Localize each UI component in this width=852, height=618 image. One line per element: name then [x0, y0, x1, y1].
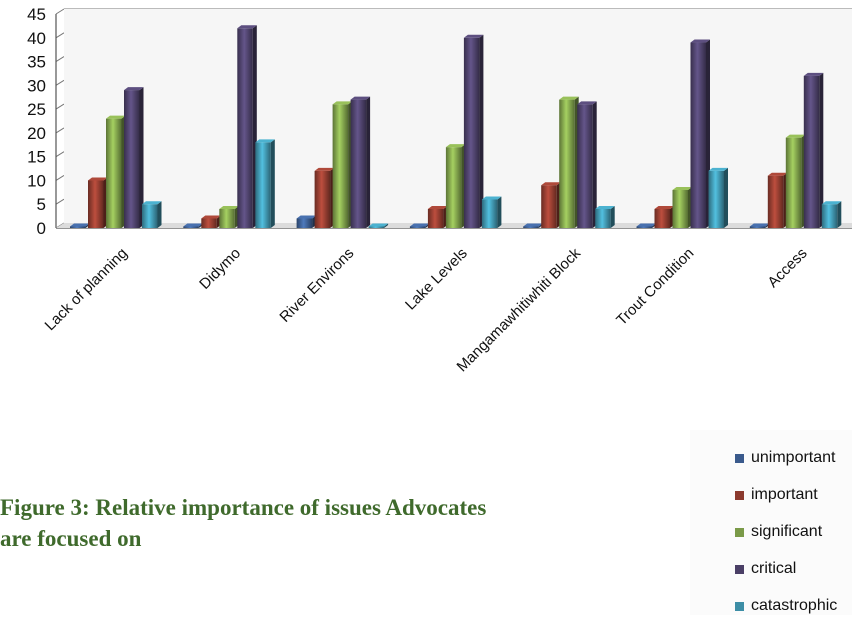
- bar-critical-1: [124, 87, 144, 228]
- y-tick-label: 40: [27, 29, 46, 48]
- bar-important-7: [767, 172, 788, 228]
- gridline: [55, 198, 65, 205]
- x-tick-label: Didymo: [196, 245, 244, 293]
- x-tick-label: Lack of planning: [42, 245, 131, 334]
- bar-catastrophic-2: [255, 139, 275, 228]
- legend-item-significant: significant: [735, 522, 822, 542]
- gridline: [55, 56, 65, 62]
- bar-important-6: [654, 205, 674, 228]
- y-axis-ticks: 0 5 10 15 20 25 30 35 40 45: [27, 5, 46, 238]
- bar-significant-1: [106, 115, 126, 228]
- y-tick-label: 25: [27, 100, 46, 119]
- y-tick-label: 5: [37, 195, 46, 214]
- legend-label: important: [751, 486, 818, 503]
- bar-significant-5: [559, 96, 579, 228]
- x-tick-label: River Environs: [276, 245, 357, 326]
- legend-item-critical: critical: [735, 559, 796, 579]
- caption-line-1: Figure 3: Relative importance of issues …: [0, 495, 487, 520]
- bar-catastrophic-6: [708, 167, 728, 228]
- gridline: [55, 175, 65, 181]
- bar-significant-4: [445, 144, 466, 228]
- bar-important-3: [314, 167, 335, 228]
- legend-item-catastrophic: catastrophic: [735, 596, 837, 616]
- bar-catastrophic-3: [368, 223, 389, 228]
- legend-label: significant: [751, 523, 823, 540]
- bar-catastrophic-5: [595, 205, 615, 228]
- legend-item-unimportant: unimportant: [735, 448, 836, 468]
- x-tick-label: Access: [764, 245, 810, 291]
- bar-critical-7: [803, 72, 824, 228]
- legend-item-important: important: [735, 485, 818, 505]
- bar-important-5: [541, 182, 561, 228]
- y-tick-label: 30: [27, 76, 46, 95]
- bar-critical-4: [463, 34, 484, 229]
- gridline: [55, 79, 65, 86]
- caption-line-2: are focused on: [0, 526, 142, 551]
- bar-critical-3: [350, 96, 371, 228]
- bar-important-1: [88, 177, 108, 228]
- figure-caption: Figure 3: Relative importance of issues …: [0, 492, 640, 554]
- legend-swatch: [735, 564, 744, 574]
- bar-critical-6: [690, 39, 710, 229]
- legend-label: catastrophic: [751, 597, 838, 614]
- bar-critical-5: [577, 101, 597, 228]
- x-tick-label: Trout Condition: [613, 245, 697, 329]
- x-axis-labels: Lack of planning Didymo River Environs Lake…: [42, 244, 811, 375]
- bar-critical-2: [237, 25, 257, 229]
- bar-catastrophic-7: [821, 201, 842, 228]
- bar-catastrophic-4: [481, 196, 502, 228]
- bar-unimportant-3: [296, 215, 317, 228]
- bar-significant-2: [219, 205, 239, 228]
- bar-important-4: [427, 205, 448, 228]
- y-tick-label: 10: [27, 171, 46, 190]
- bar-chart: 0 5 10 15 20 25 30 35 40 45 Lack of planning Didym…: [27, 5, 852, 375]
- bar-significant-3: [332, 101, 353, 228]
- legend-label: critical: [751, 560, 797, 577]
- y-tick-label: 15: [27, 148, 46, 167]
- legend-swatch: [735, 601, 744, 611]
- legend-swatch: [735, 490, 744, 500]
- gridline: [55, 151, 65, 158]
- bar-important-2: [201, 215, 221, 228]
- gridline: [55, 127, 65, 134]
- gridline: [55, 32, 65, 39]
- bar-significant-6: [672, 186, 692, 228]
- gridline: [55, 8, 65, 15]
- legend-swatch: [735, 527, 744, 537]
- x-tick-label: Mangamawhitiwhiti Block: [454, 244, 585, 375]
- y-tick-label: 35: [27, 53, 46, 72]
- y-tick-label: 0: [37, 219, 46, 238]
- legend-swatch: [735, 453, 744, 463]
- gridline: [55, 103, 65, 110]
- bar-significant-7: [785, 134, 806, 228]
- y-tick-label: 20: [27, 124, 46, 143]
- legend: unimportant important significant critical c…: [690, 430, 852, 615]
- x-tick-label: Lake Levels: [402, 245, 471, 314]
- legend-label: unimportant: [751, 449, 836, 466]
- y-tick-label: 45: [27, 5, 46, 24]
- bars: [70, 25, 842, 229]
- bar-catastrophic-1: [142, 201, 162, 228]
